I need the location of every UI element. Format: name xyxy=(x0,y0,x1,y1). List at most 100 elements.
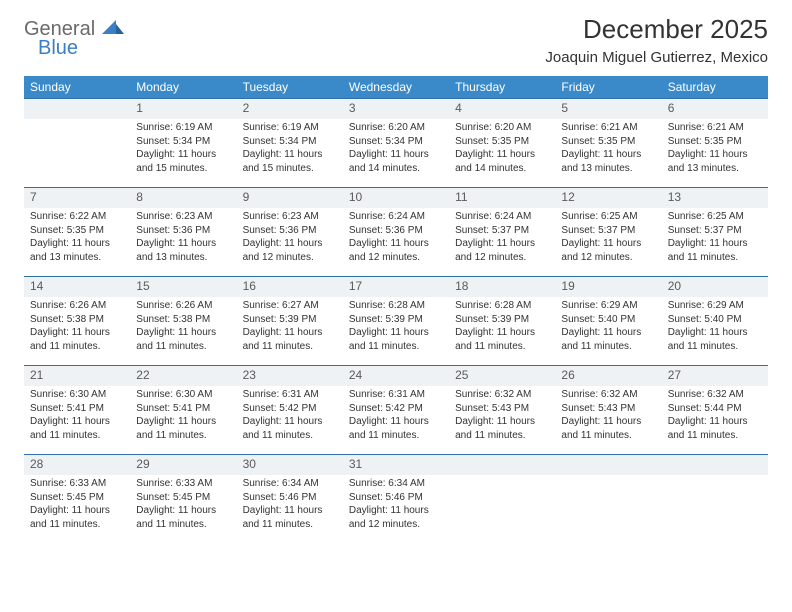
sunset-line: Sunset: 5:43 PM xyxy=(455,402,549,416)
day-details: Sunrise: 6:25 AMSunset: 5:37 PMDaylight:… xyxy=(662,208,768,277)
daylight-line: Daylight: 11 hours and 11 minutes. xyxy=(136,326,230,353)
daylight-line: Daylight: 11 hours and 11 minutes. xyxy=(243,326,337,353)
empty-cell xyxy=(555,475,661,543)
day-details: Sunrise: 6:34 AMSunset: 5:46 PMDaylight:… xyxy=(237,475,343,543)
sunrise-line: Sunrise: 6:23 AM xyxy=(243,210,337,224)
sunset-line: Sunset: 5:43 PM xyxy=(561,402,655,416)
day-details: Sunrise: 6:20 AMSunset: 5:35 PMDaylight:… xyxy=(449,119,555,188)
daylight-line: Daylight: 11 hours and 11 minutes. xyxy=(136,504,230,531)
day-number: 19 xyxy=(555,277,661,298)
daylight-line: Daylight: 11 hours and 11 minutes. xyxy=(30,326,124,353)
daylight-line: Daylight: 11 hours and 11 minutes. xyxy=(561,326,655,353)
daylight-line: Daylight: 11 hours and 12 minutes. xyxy=(349,237,443,264)
sunset-line: Sunset: 5:36 PM xyxy=(349,224,443,238)
day-number: 30 xyxy=(237,455,343,476)
sunrise-line: Sunrise: 6:29 AM xyxy=(561,299,655,313)
sunrise-line: Sunrise: 6:20 AM xyxy=(349,121,443,135)
day-details: Sunrise: 6:30 AMSunset: 5:41 PMDaylight:… xyxy=(24,386,130,455)
daynum-row: 14151617181920 xyxy=(24,277,768,298)
daylight-line: Daylight: 11 hours and 11 minutes. xyxy=(243,415,337,442)
daynum-row: 21222324252627 xyxy=(24,366,768,387)
sunrise-line: Sunrise: 6:28 AM xyxy=(349,299,443,313)
sunset-line: Sunset: 5:46 PM xyxy=(243,491,337,505)
sunset-line: Sunset: 5:40 PM xyxy=(668,313,762,327)
details-row: Sunrise: 6:30 AMSunset: 5:41 PMDaylight:… xyxy=(24,386,768,455)
daylight-line: Daylight: 11 hours and 11 minutes. xyxy=(455,326,549,353)
empty-cell xyxy=(24,119,130,188)
daylight-line: Daylight: 11 hours and 15 minutes. xyxy=(243,148,337,175)
sunrise-line: Sunrise: 6:21 AM xyxy=(561,121,655,135)
daylight-line: Daylight: 11 hours and 11 minutes. xyxy=(30,504,124,531)
day-details: Sunrise: 6:28 AMSunset: 5:39 PMDaylight:… xyxy=(343,297,449,366)
sunset-line: Sunset: 5:41 PM xyxy=(30,402,124,416)
day-details: Sunrise: 6:33 AMSunset: 5:45 PMDaylight:… xyxy=(130,475,236,543)
sunrise-line: Sunrise: 6:33 AM xyxy=(30,477,124,491)
sunrise-line: Sunrise: 6:31 AM xyxy=(243,388,337,402)
sunrise-line: Sunrise: 6:24 AM xyxy=(455,210,549,224)
details-row: Sunrise: 6:26 AMSunset: 5:38 PMDaylight:… xyxy=(24,297,768,366)
day-number: 9 xyxy=(237,188,343,209)
sunset-line: Sunset: 5:46 PM xyxy=(349,491,443,505)
day-number: 29 xyxy=(130,455,236,476)
details-row: Sunrise: 6:19 AMSunset: 5:34 PMDaylight:… xyxy=(24,119,768,188)
day-details: Sunrise: 6:28 AMSunset: 5:39 PMDaylight:… xyxy=(449,297,555,366)
sunset-line: Sunset: 5:37 PM xyxy=(455,224,549,238)
day-details: Sunrise: 6:24 AMSunset: 5:37 PMDaylight:… xyxy=(449,208,555,277)
daylight-line: Daylight: 11 hours and 11 minutes. xyxy=(349,326,443,353)
sunrise-line: Sunrise: 6:22 AM xyxy=(30,210,124,224)
daylight-line: Daylight: 11 hours and 11 minutes. xyxy=(668,326,762,353)
dow-header-cell: Wednesday xyxy=(343,76,449,99)
sunrise-line: Sunrise: 6:21 AM xyxy=(668,121,762,135)
day-details: Sunrise: 6:23 AMSunset: 5:36 PMDaylight:… xyxy=(130,208,236,277)
sunrise-line: Sunrise: 6:26 AM xyxy=(30,299,124,313)
day-number: 27 xyxy=(662,366,768,387)
sunset-line: Sunset: 5:42 PM xyxy=(243,402,337,416)
day-number: 14 xyxy=(24,277,130,298)
sunrise-line: Sunrise: 6:31 AM xyxy=(349,388,443,402)
daylight-line: Daylight: 11 hours and 11 minutes. xyxy=(136,415,230,442)
daylight-line: Daylight: 11 hours and 11 minutes. xyxy=(561,415,655,442)
sunrise-line: Sunrise: 6:25 AM xyxy=(561,210,655,224)
sunrise-line: Sunrise: 6:19 AM xyxy=(136,121,230,135)
dow-header-cell: Sunday xyxy=(24,76,130,99)
sunrise-line: Sunrise: 6:24 AM xyxy=(349,210,443,224)
sunrise-line: Sunrise: 6:23 AM xyxy=(136,210,230,224)
day-details: Sunrise: 6:22 AMSunset: 5:35 PMDaylight:… xyxy=(24,208,130,277)
daynum-row: 123456 xyxy=(24,99,768,120)
day-details: Sunrise: 6:26 AMSunset: 5:38 PMDaylight:… xyxy=(24,297,130,366)
sunset-line: Sunset: 5:35 PM xyxy=(30,224,124,238)
calendar-page: General Blue December 2025 Joaquin Migue… xyxy=(0,0,792,557)
brand-word-2: Blue xyxy=(38,37,124,60)
day-number: 16 xyxy=(237,277,343,298)
day-details: Sunrise: 6:24 AMSunset: 5:36 PMDaylight:… xyxy=(343,208,449,277)
sunset-line: Sunset: 5:38 PM xyxy=(30,313,124,327)
sunset-line: Sunset: 5:34 PM xyxy=(243,135,337,149)
daylight-line: Daylight: 11 hours and 11 minutes. xyxy=(668,415,762,442)
daylight-line: Daylight: 11 hours and 14 minutes. xyxy=(455,148,549,175)
sunrise-line: Sunrise: 6:34 AM xyxy=(349,477,443,491)
dow-header-cell: Saturday xyxy=(662,76,768,99)
day-number: 28 xyxy=(24,455,130,476)
daylight-line: Daylight: 11 hours and 11 minutes. xyxy=(30,415,124,442)
day-number: 10 xyxy=(343,188,449,209)
location: Joaquin Miguel Gutierrez, Mexico xyxy=(545,49,768,66)
day-details: Sunrise: 6:32 AMSunset: 5:43 PMDaylight:… xyxy=(555,386,661,455)
day-number: 11 xyxy=(449,188,555,209)
day-details: Sunrise: 6:29 AMSunset: 5:40 PMDaylight:… xyxy=(662,297,768,366)
brand-logo: General Blue xyxy=(24,18,124,60)
daylight-line: Daylight: 11 hours and 11 minutes. xyxy=(243,504,337,531)
dow-header-cell: Tuesday xyxy=(237,76,343,99)
day-number: 17 xyxy=(343,277,449,298)
sunrise-line: Sunrise: 6:25 AM xyxy=(668,210,762,224)
sunrise-line: Sunrise: 6:30 AM xyxy=(136,388,230,402)
sunrise-line: Sunrise: 6:29 AM xyxy=(668,299,762,313)
sunset-line: Sunset: 5:39 PM xyxy=(243,313,337,327)
day-number: 15 xyxy=(130,277,236,298)
month-title: December 2025 xyxy=(545,14,768,45)
day-details: Sunrise: 6:23 AMSunset: 5:36 PMDaylight:… xyxy=(237,208,343,277)
day-number: 1 xyxy=(130,99,236,120)
dow-header-row: SundayMondayTuesdayWednesdayThursdayFrid… xyxy=(24,76,768,99)
details-row: Sunrise: 6:22 AMSunset: 5:35 PM Daylight:… xyxy=(24,208,768,277)
sunrise-line: Sunrise: 6:32 AM xyxy=(561,388,655,402)
sunset-line: Sunset: 5:38 PM xyxy=(136,313,230,327)
